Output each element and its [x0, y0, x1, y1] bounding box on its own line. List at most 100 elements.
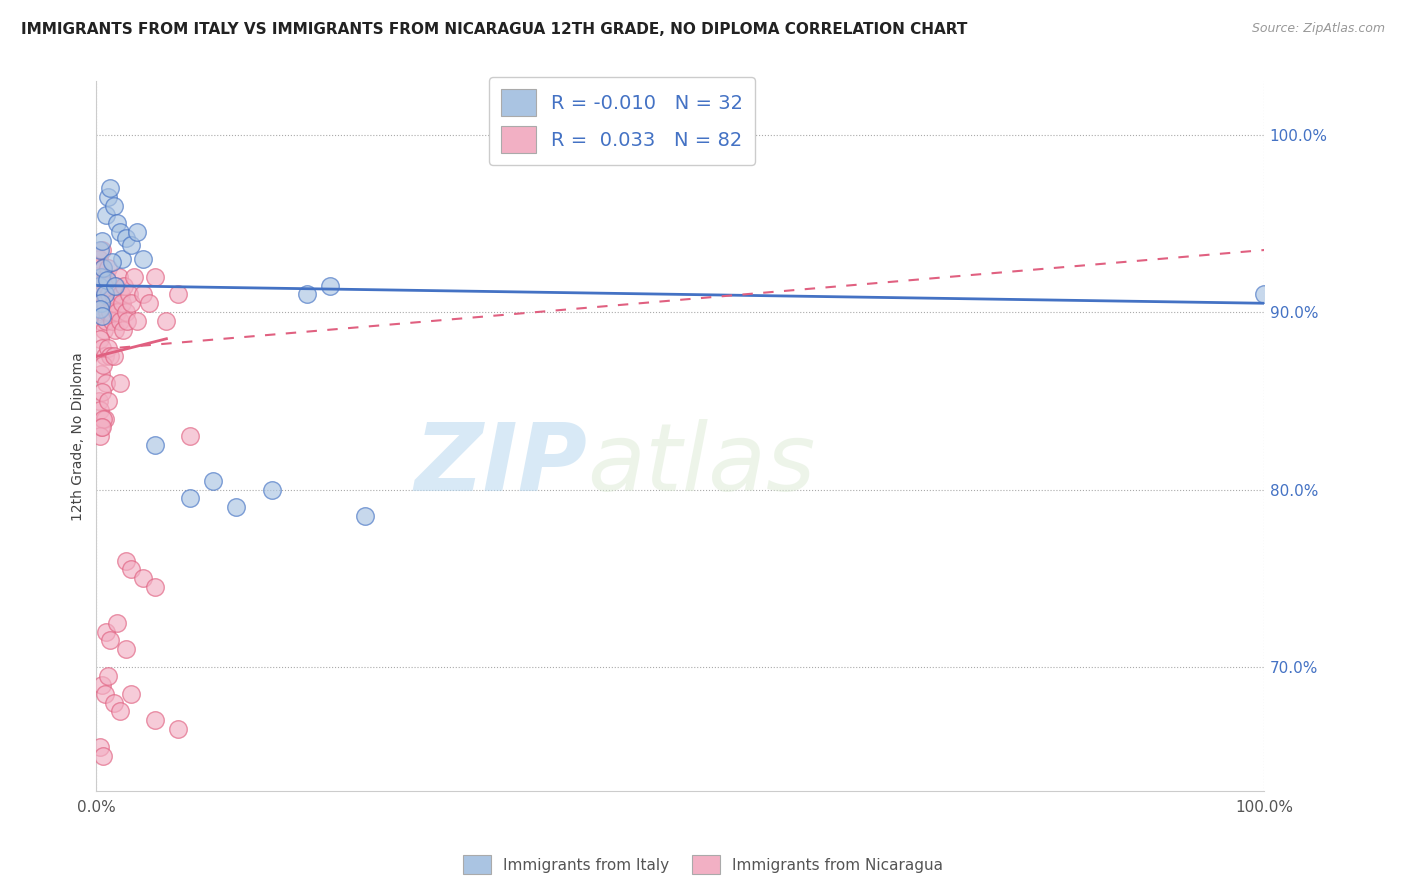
Point: [93, 687, 115, 701]
Point: [93, 287, 115, 301]
Point: [127, 225, 149, 239]
Point: [94, 376, 117, 390]
Point: [90, 368, 112, 382]
Point: [167, 722, 190, 736]
Point: [93, 748, 115, 763]
Legend: Immigrants from Italy, Immigrants from Nicaragua: Immigrants from Italy, Immigrants from N…: [457, 849, 949, 880]
Point: [127, 314, 149, 328]
Point: [112, 323, 135, 337]
Point: [98, 633, 121, 648]
Point: [91, 384, 114, 399]
Point: [89, 243, 111, 257]
Point: [97, 260, 120, 275]
Point: [105, 278, 128, 293]
Point: [111, 252, 134, 266]
Point: [91, 341, 114, 355]
Point: [94, 624, 117, 639]
Text: atlas: atlas: [586, 419, 815, 510]
Text: IMMIGRANTS FROM ITALY VS IMMIGRANTS FROM NICARAGUA 12TH GRADE, NO DIPLOMA CORREL: IMMIGRANTS FROM ITALY VS IMMIGRANTS FROM…: [21, 22, 967, 37]
Point: [143, 713, 166, 727]
Point: [132, 571, 155, 585]
Point: [87, 393, 110, 408]
Point: [91, 678, 114, 692]
Point: [87, 287, 110, 301]
Point: [87, 278, 110, 293]
Point: [91, 234, 114, 248]
Point: [108, 705, 131, 719]
Point: [89, 429, 111, 443]
Point: [98, 350, 121, 364]
Point: [97, 669, 120, 683]
Point: [89, 402, 111, 417]
Point: [89, 296, 111, 310]
Point: [96, 278, 118, 293]
Point: [103, 350, 125, 364]
Point: [93, 260, 115, 275]
Point: [105, 216, 128, 230]
Text: ZIP: ZIP: [413, 418, 586, 511]
Point: [179, 491, 201, 506]
Point: [260, 483, 283, 497]
Point: [98, 181, 121, 195]
Point: [114, 553, 136, 567]
Point: [319, 278, 342, 293]
Point: [111, 296, 134, 310]
Point: [103, 696, 125, 710]
Point: [107, 269, 129, 284]
Point: [138, 296, 160, 310]
Point: [108, 314, 131, 328]
Point: [114, 230, 136, 244]
Point: [96, 273, 118, 287]
Point: [97, 393, 120, 408]
Point: [91, 309, 114, 323]
Point: [97, 341, 120, 355]
Point: [115, 314, 138, 328]
Point: [225, 500, 247, 515]
Point: [104, 323, 127, 337]
Point: [87, 252, 110, 266]
Point: [202, 474, 225, 488]
Point: [1253, 287, 1275, 301]
Point: [91, 305, 114, 319]
Point: [143, 580, 166, 594]
Text: Source: ZipAtlas.com: Source: ZipAtlas.com: [1251, 22, 1385, 36]
Point: [108, 376, 131, 390]
Point: [98, 305, 121, 319]
Point: [110, 287, 132, 301]
Point: [94, 269, 117, 284]
Point: [132, 287, 155, 301]
Point: [103, 199, 125, 213]
Point: [97, 190, 120, 204]
Point: [100, 314, 122, 328]
Point: [89, 278, 111, 293]
Point: [90, 243, 112, 257]
Point: [93, 411, 115, 425]
Point: [90, 296, 112, 310]
Point: [167, 287, 190, 301]
Point: [93, 350, 115, 364]
Point: [89, 739, 111, 754]
Point: [90, 420, 112, 434]
Point: [118, 287, 141, 301]
Point: [89, 301, 111, 316]
Point: [93, 260, 115, 275]
Point: [155, 314, 177, 328]
Point: [112, 278, 135, 293]
Point: [89, 269, 111, 284]
Point: [122, 269, 145, 284]
Point: [90, 314, 112, 328]
Point: [96, 305, 118, 319]
Point: [89, 332, 111, 346]
Point: [101, 287, 124, 301]
Point: [93, 411, 115, 425]
Point: [354, 509, 377, 524]
Point: [103, 296, 125, 310]
Point: [120, 562, 142, 576]
Point: [94, 296, 117, 310]
Point: [114, 642, 136, 657]
Point: [120, 687, 142, 701]
Point: [105, 305, 128, 319]
Y-axis label: 12th Grade, No Diploma: 12th Grade, No Diploma: [72, 352, 86, 521]
Point: [104, 278, 127, 293]
Point: [120, 237, 142, 252]
